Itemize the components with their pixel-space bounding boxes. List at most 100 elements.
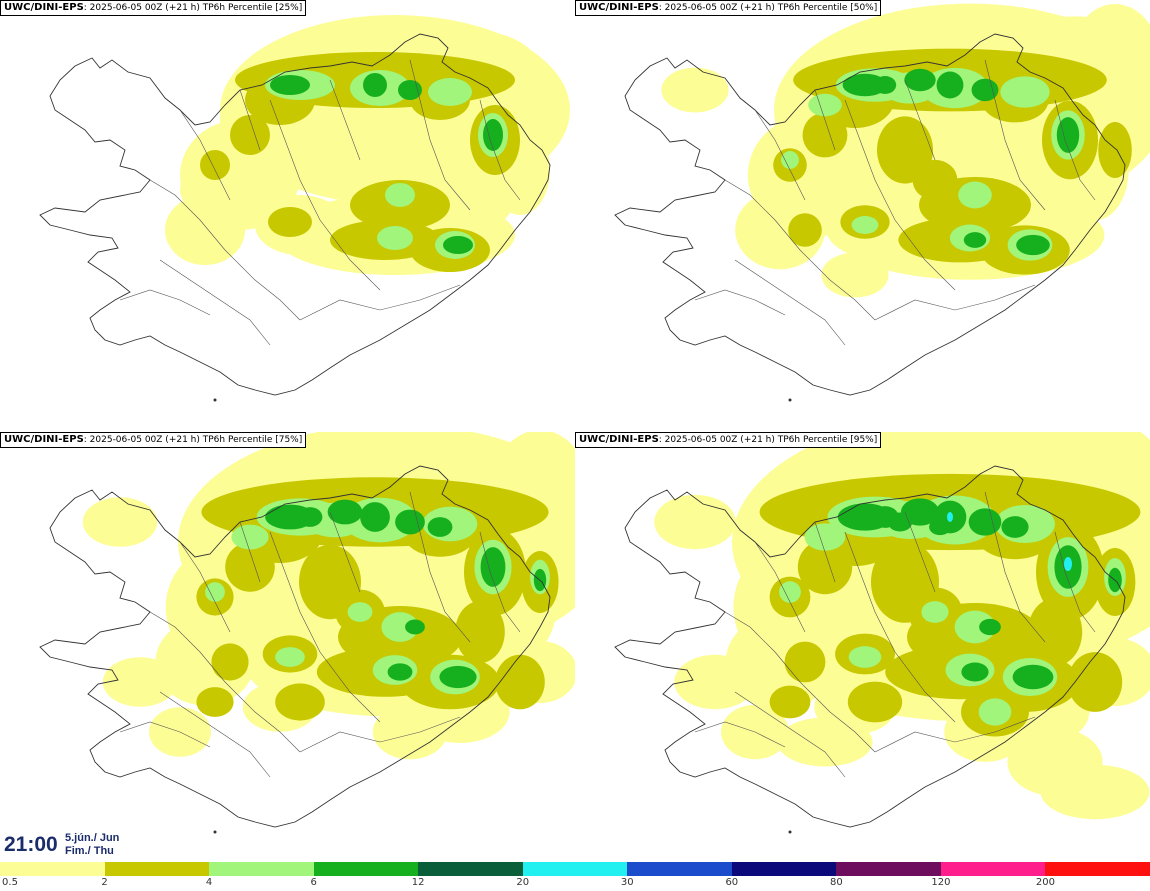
- precip-area-4mm: [275, 647, 305, 667]
- road-line: [479, 531, 521, 633]
- precip-area-6mm: [1016, 234, 1050, 256]
- precip-area-6mm: [327, 499, 363, 525]
- road-line: [239, 89, 261, 151]
- precip-area-2mm: [847, 681, 903, 723]
- legend-swatch: [313, 862, 419, 876]
- precip-area-4mm: [231, 524, 269, 550]
- precip-area-4mm: [381, 612, 419, 642]
- road-line: [694, 289, 786, 316]
- road-line: [299, 716, 461, 753]
- panel-title: UWC/DINI-EPS: 2025-06-05 00Z (+21 h) TP6…: [575, 0, 882, 16]
- precip-area-2mm: [1067, 652, 1123, 712]
- precip-area-2mm: [268, 207, 312, 237]
- precip-area-6mm: [395, 509, 425, 535]
- legend-label: 200: [1035, 877, 1055, 888]
- precip-area-6mm: [439, 665, 477, 689]
- precip-area-6mm: [873, 76, 897, 94]
- legend-label: 2: [101, 877, 108, 888]
- precip-area-2mm: [200, 150, 230, 180]
- precip-area-6mm: [979, 618, 1001, 636]
- precip-area-6mm: [398, 80, 422, 100]
- legend-swatch: [0, 862, 105, 876]
- road-line: [149, 611, 301, 753]
- road-line: [179, 541, 231, 633]
- island-marker: [213, 830, 217, 834]
- precip-area-6mm: [1012, 664, 1054, 690]
- road-line: [724, 179, 876, 321]
- precip-map: [39, 15, 570, 402]
- legend-label: 4: [205, 877, 213, 888]
- precip-area-2mm: [225, 542, 275, 592]
- road-line: [904, 79, 936, 161]
- road-line: [814, 89, 836, 151]
- coastline: [614, 465, 1126, 828]
- precip-area-4mm: [978, 698, 1012, 726]
- map-panel-p75: UWC/DINI-EPS: 2025-06-05 00Z (+21 h) TP6…: [0, 432, 575, 864]
- panel-title: UWC/DINI-EPS: 2025-06-05 00Z (+21 h) TP6…: [0, 0, 307, 16]
- legend-labels: 0.5 2 4 6 12 20 30 60 80 120 200: [0, 877, 1150, 891]
- island-marker: [213, 398, 217, 402]
- road-line: [239, 521, 261, 583]
- precip-area-light: [674, 654, 756, 710]
- road-line: [984, 59, 1046, 211]
- precip-area-4mm: [347, 602, 373, 622]
- precip-area-4mm: [1000, 76, 1050, 108]
- valid-date-line2: Fim./ Thu: [65, 845, 114, 857]
- precip-area-6mm: [1001, 516, 1029, 538]
- valid-date: 5.jún./ Jun Fim./ Thu: [65, 832, 119, 858]
- road-line: [844, 99, 956, 291]
- map-panel-p25: UWC/DINI-EPS: 2025-06-05 00Z (+21 h) TP6…: [0, 0, 575, 432]
- road-line: [734, 691, 846, 778]
- precip-area-light: [82, 497, 158, 547]
- precip-area-6mm: [971, 78, 999, 102]
- road-line: [269, 99, 381, 291]
- precip-area-light: [742, 588, 838, 656]
- precip-area-2mm: [1098, 122, 1132, 178]
- precip-area-6mm: [961, 662, 989, 682]
- road-line: [724, 611, 876, 753]
- legend-swatch: [522, 862, 628, 876]
- precip-area-4mm: [428, 78, 472, 106]
- road-line: [159, 259, 271, 346]
- legend-swatch: [940, 862, 1046, 876]
- precip-area-2mm: [275, 683, 325, 721]
- road-line: [694, 721, 786, 748]
- legend-swatch: [104, 862, 210, 876]
- road-line: [874, 716, 1036, 753]
- precip-area-2mm: [1027, 598, 1083, 666]
- precip-area-light: [821, 252, 889, 298]
- legend-label: 12: [411, 877, 425, 888]
- legend-label: 0.5: [2, 877, 18, 888]
- precip-area-2mm: [455, 601, 505, 663]
- precip-area-6mm: [387, 663, 413, 681]
- legend-swatch: [627, 862, 732, 876]
- precip-area-6mm: [363, 73, 387, 97]
- precip-area-6mm: [270, 75, 310, 95]
- valid-hour: 21:00: [4, 833, 58, 856]
- precip-area-4mm: [779, 581, 801, 603]
- legend-swatch: [418, 862, 523, 876]
- precip-area-light: [180, 165, 250, 215]
- panel-title: UWC/DINI-EPS: 2025-06-05 00Z (+21 h) TP6…: [575, 432, 882, 448]
- precip-area-6mm: [936, 71, 964, 99]
- road-line: [149, 179, 301, 321]
- precip-area-4mm: [808, 93, 842, 117]
- precip-area-20mm: [947, 512, 953, 522]
- map-panel-p95: UWC/DINI-EPS: 2025-06-05 00Z (+21 h) TP6…: [575, 432, 1150, 864]
- road-line: [814, 521, 836, 583]
- legend-label: 80: [829, 877, 843, 888]
- precip-area-2mm: [769, 685, 811, 719]
- legend-label: 20: [516, 877, 530, 888]
- map-panel-p50: UWC/DINI-EPS: 2025-06-05 00Z (+21 h) TP6…: [575, 0, 1150, 432]
- precip-area-6mm: [887, 512, 913, 532]
- precip-area-4mm: [958, 181, 992, 209]
- road-line: [734, 259, 846, 346]
- precip-area-6mm: [427, 517, 453, 537]
- road-line: [409, 59, 471, 211]
- precip-area-light: [102, 657, 178, 707]
- road-line: [1054, 99, 1096, 201]
- legend-label: 30: [620, 877, 634, 888]
- precip-area-2mm: [802, 112, 848, 158]
- precip-area-2mm: [495, 654, 545, 710]
- precip-area-4mm: [804, 523, 846, 551]
